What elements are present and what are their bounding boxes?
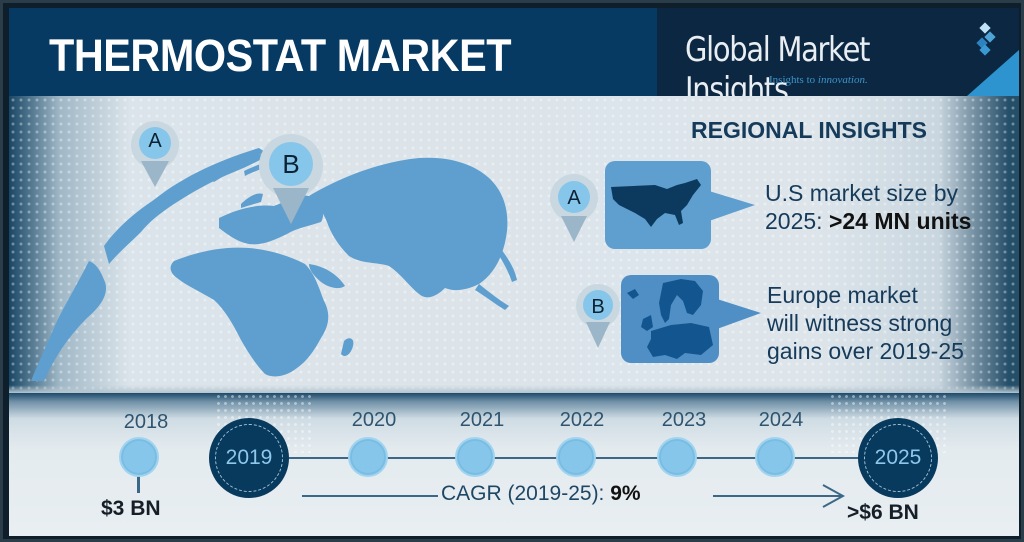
year-label-2020: 2020 [351,409,397,431]
timeline-node-2024 [755,437,795,477]
timeline-node-2025: 2025 [858,418,938,498]
arrow-right-icon [822,484,845,508]
year-label-2018: 2018 [123,411,169,433]
usa-callout-pointer [709,191,755,221]
timeline-node-2022 [556,437,596,477]
year-label-2022: 2022 [559,409,605,431]
usa-map-icon [611,179,701,227]
insight-pin-a-label: A [567,187,581,209]
timeline-node-2023 [657,437,697,477]
regional-insights-title: REGIONAL INSIGHTS [691,117,927,143]
timeline-node-2020 [348,437,388,477]
timeline-node-2018 [119,437,159,477]
europe-map-icon [627,279,713,359]
map-pin-a-icon [131,121,179,187]
cagr-label: CAGR (2019-25): 9% [441,482,641,505]
europe-callout-pointer [717,299,761,329]
year-label-2021: 2021 [459,409,505,431]
europe-region-card [621,275,719,363]
cagr-line-left [302,495,438,497]
logo-tagline: Insights to innovation. [769,74,868,86]
usa-region-card [605,161,711,249]
year-label-2019: 2019 [215,424,283,492]
brand-logo: Global Market Insights Insights to innov… [657,8,1019,96]
header-banner: THERMOSTAT MARKET Global Market Insights… [9,8,1019,96]
year-label-2025: 2025 [864,424,932,492]
page-title: THERMOSTAT MARKET [49,30,512,81]
timeline-connector [289,457,909,459]
market-timeline: 2018 2020 2021 2022 2023 2024 2019 2025 … [9,393,1019,536]
insight-pin-b-label: B [591,296,605,318]
insight-pin-b-icon [576,284,620,348]
timeline-stem [137,473,140,493]
timeline-node-2021 [455,437,495,477]
map-pin-b-label: B [282,149,300,179]
map-pin-a-label: A [148,130,162,152]
insight-pin-a-icon [550,174,598,242]
logo-accent-triangle [967,50,1019,96]
start-value-label: $3 BN [101,497,161,520]
year-label-2023: 2023 [661,409,707,431]
timeline-node-2019: 2019 [209,418,289,498]
year-label-2024: 2024 [758,409,804,431]
usa-insight-text: U.S market size by 2025: >24 MN units [765,180,972,234]
end-value-label: >$6 BN [847,501,919,524]
cagr-arrow-line [713,495,841,497]
europe-insight-text: Europe market will witness strong gains … [767,282,964,364]
logo-wordmark: Global Market Insights [685,30,870,96]
world-map-panel: A B REGIONAL INSIGHTS A U.S market size … [9,96,1019,393]
map-pin-b-icon [259,134,323,224]
